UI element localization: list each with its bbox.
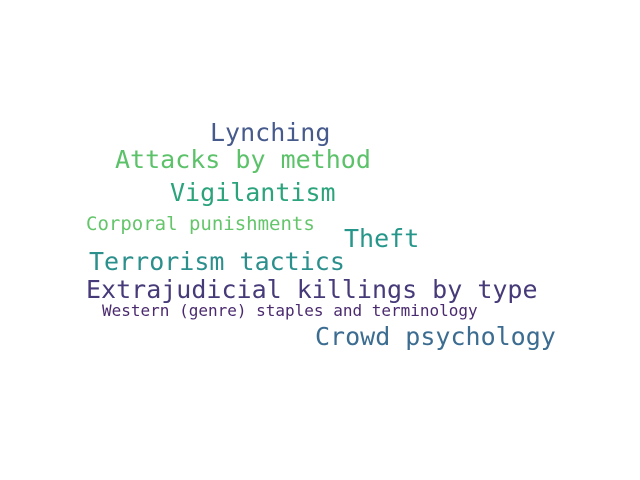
word-lynching: Lynching <box>210 118 331 147</box>
word-corporal-punishments: Corporal punishments <box>86 213 315 235</box>
word-terrorism-tactics: Terrorism tactics <box>89 247 345 276</box>
word-western-genre-staples: Western (genre) staples and terminology <box>102 301 478 320</box>
word-theft: Theft <box>344 224 420 253</box>
word-vigilantism: Vigilantism <box>170 178 336 207</box>
word-extrajudicial-killings: Extrajudicial killings by type <box>86 275 538 304</box>
word-crowd-psychology: Crowd psychology <box>315 322 556 351</box>
word-attacks-by-method: Attacks by method <box>115 145 371 174</box>
